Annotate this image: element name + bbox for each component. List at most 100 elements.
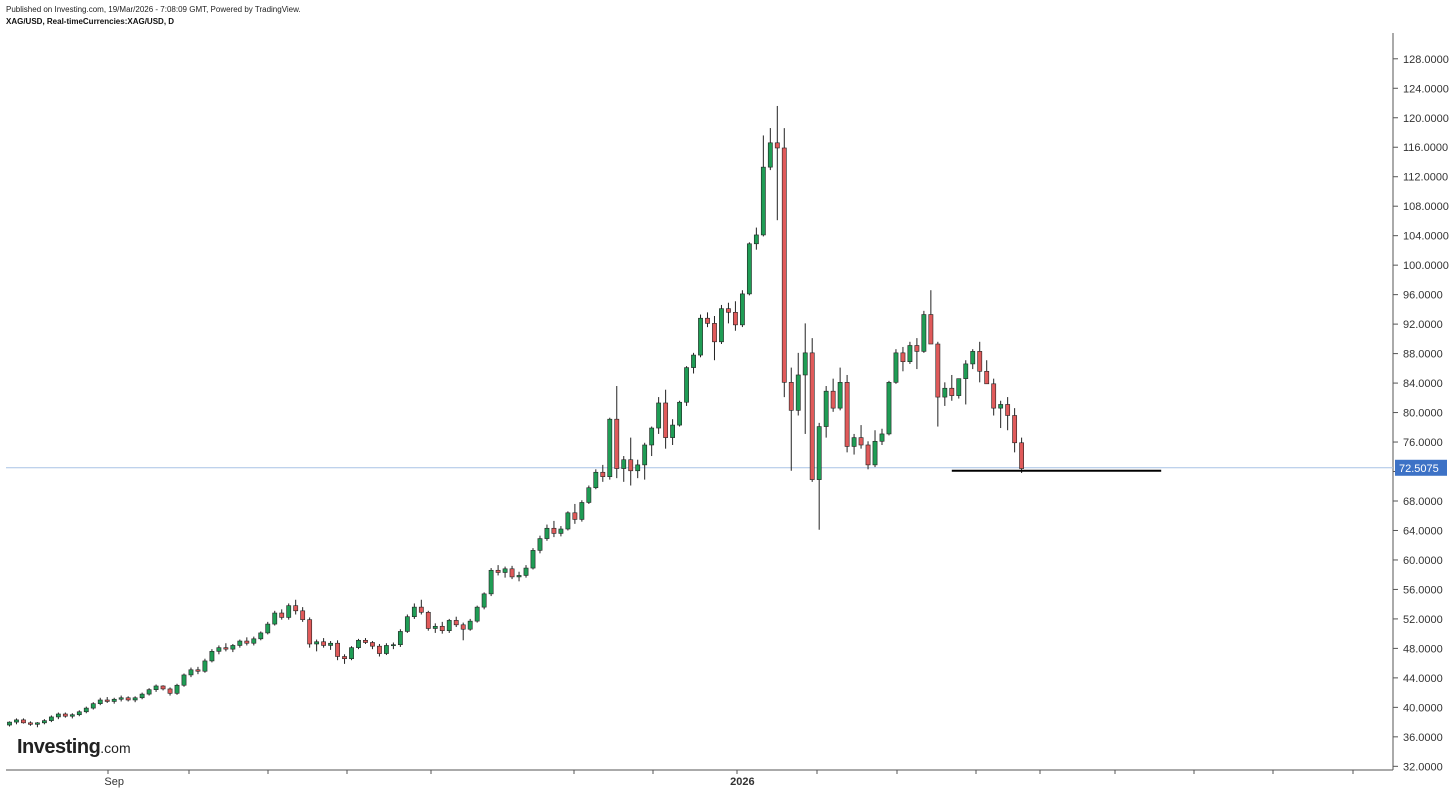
candle	[614, 386, 620, 479]
candle	[432, 623, 438, 633]
candle	[377, 643, 382, 657]
candle	[153, 684, 159, 692]
candle-body-down	[160, 685, 166, 690]
candle	[21, 718, 26, 724]
candle-body-up	[181, 674, 187, 686]
candle	[146, 688, 152, 696]
candle-body-up	[390, 644, 396, 647]
y-tick-label: 128.0000	[1403, 54, 1449, 66]
candles	[7, 105, 1024, 728]
candle-body-up	[202, 660, 208, 672]
symbol-title: XAG/USD, Real-timeCurrencies:XAG/USD, D	[6, 17, 175, 26]
x-tick-label: 2026	[730, 776, 754, 788]
candle	[579, 500, 585, 522]
candle	[118, 695, 124, 702]
candle-body-down	[495, 569, 501, 573]
candle	[35, 722, 40, 728]
candle-body-up	[467, 620, 473, 630]
candle-body-up	[384, 645, 389, 654]
x-axis: Sep 2026	[104, 770, 1354, 788]
candle	[397, 629, 403, 647]
candle	[586, 485, 592, 504]
candle	[523, 565, 529, 578]
candle	[251, 636, 257, 646]
y-tick-label: 80.0000	[1403, 408, 1443, 420]
candle-body-up	[802, 352, 808, 376]
candle	[991, 378, 997, 416]
candle-body-down	[614, 418, 620, 469]
candle	[949, 374, 955, 401]
candle	[649, 426, 655, 457]
candle	[390, 642, 396, 650]
candle-body-up	[90, 703, 96, 709]
candle-body-up	[35, 722, 40, 725]
candle-body-up	[823, 390, 829, 427]
candle	[893, 349, 899, 384]
candle-body-down	[293, 605, 299, 612]
candle	[516, 571, 522, 582]
candle-body-up	[404, 616, 410, 632]
candle-body-up	[739, 293, 745, 326]
candle	[572, 503, 578, 524]
candle	[495, 565, 501, 576]
candle-body-up	[816, 426, 822, 480]
candle-body-up	[488, 569, 494, 595]
candle-body-down	[830, 390, 836, 409]
candle	[279, 609, 285, 620]
y-tick-label: 92.0000	[1403, 319, 1443, 331]
candle-body-up	[670, 424, 675, 438]
candle	[663, 389, 669, 449]
candle	[942, 382, 948, 406]
candle-body-up	[921, 314, 927, 352]
candle	[502, 566, 508, 578]
candle-body-down	[439, 625, 445, 632]
candle-body-down	[726, 308, 731, 313]
candle-body-down	[342, 656, 347, 660]
candle-body-down	[551, 527, 557, 534]
candle	[746, 242, 752, 296]
y-tick-label: 36.0000	[1403, 732, 1443, 744]
candle	[970, 349, 976, 370]
candle	[174, 683, 180, 695]
candle-body-down	[663, 402, 669, 438]
candle-body-down	[223, 647, 229, 650]
candle-body-down	[460, 624, 466, 630]
candle-body-up	[767, 142, 773, 168]
candle-body-up	[970, 351, 976, 365]
candle	[62, 712, 68, 718]
candle-body-up	[998, 404, 1004, 409]
axis-frame	[6, 33, 1394, 771]
candle	[411, 603, 417, 619]
candle-body-up	[886, 382, 892, 435]
candle-body-up	[677, 401, 682, 426]
candle-body-up	[356, 639, 361, 648]
candle	[767, 128, 773, 171]
candle	[809, 338, 815, 482]
candle-body-down	[733, 312, 738, 326]
candle	[760, 135, 766, 237]
candle-body-up	[139, 693, 145, 699]
candle-body-up	[251, 638, 257, 644]
y-tick-label: 76.0000	[1403, 437, 1443, 449]
published-note: Published on Investing.com, 19/Mar/2026 …	[6, 5, 301, 14]
candle	[565, 511, 571, 531]
candle-body-down	[705, 317, 710, 324]
candle	[781, 128, 787, 398]
candle	[474, 605, 480, 623]
candle	[188, 667, 194, 678]
price-badge-bg	[1395, 459, 1447, 476]
candle-body-up	[76, 711, 82, 716]
candle	[656, 397, 662, 434]
candle-body-down	[335, 642, 340, 657]
candle	[223, 643, 229, 652]
candle	[907, 341, 913, 364]
y-tick-label: 56.0000	[1403, 584, 1443, 596]
candle	[551, 520, 557, 538]
candle-body-up	[474, 606, 480, 622]
candle-body-up	[328, 642, 333, 646]
y-tick-label: 96.0000	[1403, 290, 1443, 302]
candle-body-down	[300, 610, 306, 620]
candle-body-down	[244, 640, 250, 644]
candle-body-down	[844, 382, 850, 447]
